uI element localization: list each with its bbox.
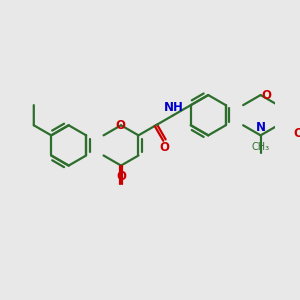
Text: O: O xyxy=(160,141,170,154)
Text: O: O xyxy=(294,127,300,140)
Text: CH₃: CH₃ xyxy=(251,142,270,152)
Text: O: O xyxy=(262,88,272,102)
Text: NH: NH xyxy=(164,101,183,114)
Text: N: N xyxy=(256,122,266,134)
Text: O: O xyxy=(116,170,126,183)
Text: O: O xyxy=(115,119,125,132)
